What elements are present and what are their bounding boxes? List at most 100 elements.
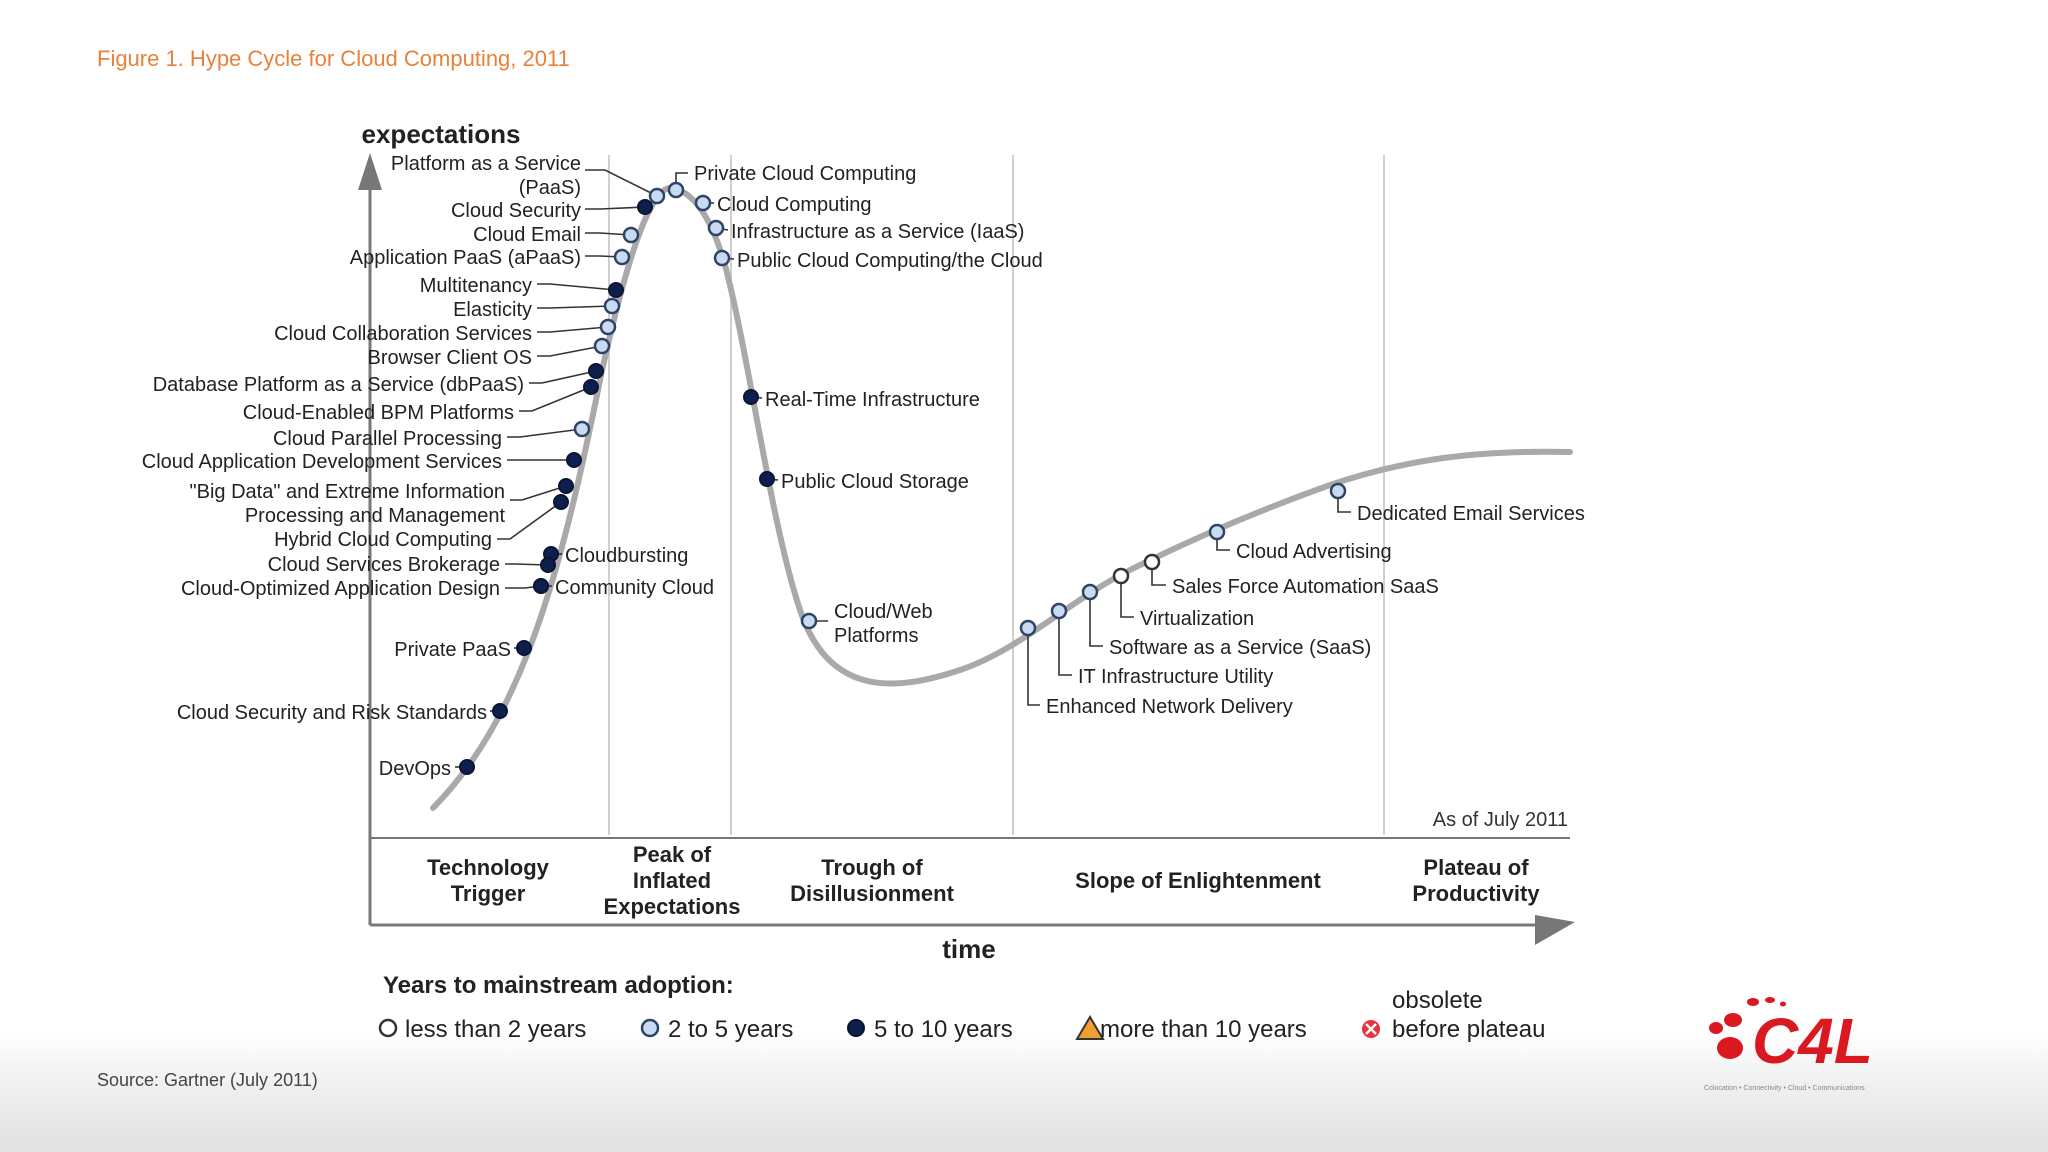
technology-dot [566, 452, 582, 468]
technology-marker: Cloud Computing [694, 194, 872, 216]
technology-label: Elasticity [453, 299, 532, 321]
leader-line [505, 563, 549, 566]
technology-label: Cloud-Optimized Application Design [181, 578, 500, 600]
technology-dot [713, 249, 731, 267]
phase-label-slope: Slope of Enlightenment [1075, 868, 1321, 893]
technology-label: Cloud/Web Platforms [834, 601, 933, 647]
leader-line [537, 345, 603, 357]
technology-label: Cloud Security [451, 200, 581, 222]
technology-marker: Platform as a Service (PaaS) [391, 153, 666, 205]
technology-label: Infrastructure as a Service (IaaS) [731, 221, 1024, 243]
technology-label: Private Cloud Computing [694, 163, 916, 185]
legend-obsolete: obsolete [1392, 987, 1483, 1014]
technology-marker: Cloud Email [473, 224, 640, 246]
y-axis-arrow-icon [358, 153, 382, 190]
technology-dot [1050, 602, 1068, 620]
technology-dot [533, 578, 549, 594]
leader-line [1089, 592, 1103, 647]
technology-marker: Cloud Parallel Processing [273, 420, 591, 450]
technology-marker: Sales Force Automation SaaS [1143, 553, 1439, 598]
technology-label: Cloudbursting [565, 545, 688, 567]
leader-line [585, 206, 646, 210]
legend-title: Years to mainstream adoption: [383, 972, 734, 999]
technology-label: Cloud Advertising [1236, 541, 1392, 563]
technology-dot [593, 337, 611, 355]
technology-marker: Enhanced Network Delivery [1019, 619, 1293, 718]
technology-label: Cloud Collaboration Services [274, 323, 532, 345]
technology-label: Cloud Parallel Processing [273, 428, 502, 450]
technology-dot [707, 219, 725, 237]
technology-dot [588, 363, 604, 379]
technology-marker: Virtualization [1112, 567, 1254, 630]
leader-line [519, 386, 592, 412]
technology-label: Sales Force Automation SaaS [1172, 576, 1439, 598]
technology-marker: Public Cloud Computing/the Cloud [713, 249, 1043, 272]
technology-dot [637, 199, 653, 215]
technology-marker: Cloudbursting [543, 545, 688, 567]
c4l-logo: C4L Colocation • Connectivity • Cloud • … [1704, 997, 1873, 1092]
technology-marker: DevOps [379, 758, 475, 780]
legend: Years to mainstream adoption: less than … [378, 972, 1545, 1043]
technology-dot [599, 318, 617, 336]
legend-5-to-10: 5 to 10 years [874, 1016, 1013, 1043]
technology-marker: IT Infrastructure Utility [1050, 602, 1273, 688]
technology-marker: Cloud Security [451, 199, 653, 222]
source-note: Source: Gartner (July 2011) [97, 1070, 318, 1090]
technology-dot [694, 194, 712, 212]
y-axis-label: expectations [362, 119, 521, 149]
leader-line [537, 326, 609, 333]
technology-marker: Infrastructure as a Service (IaaS) [707, 219, 1024, 243]
technology-marker: Database Platform as a Service (dbPaaS) [153, 363, 604, 396]
technology-marker: Application PaaS (aPaaS) [350, 247, 631, 269]
technology-dot [1112, 567, 1130, 585]
technology-dot [743, 389, 759, 405]
leader-line [585, 169, 658, 197]
technology-label: Software as a Service (SaaS) [1109, 637, 1371, 659]
technology-label: "Big Data" and Extreme Information Proces… [190, 481, 506, 527]
as-of-label: As of July 2011 [1433, 809, 1568, 831]
technology-label: Cloud-Enabled BPM Platforms [243, 402, 514, 424]
technology-marker: Cloud Security and Risk Standards [177, 702, 508, 724]
technology-dot [622, 226, 640, 244]
technology-label: Dedicated Email Services [1357, 503, 1585, 525]
technology-label: Cloud Computing [717, 194, 872, 216]
technology-dot [613, 248, 631, 266]
technology-marker: "Big Data" and Extreme Information Proces… [190, 478, 574, 527]
technology-dot [1019, 619, 1037, 637]
obsolete-x-icon [1362, 1020, 1380, 1038]
technology-marker: Private PaaS [394, 639, 532, 661]
technology-label: Browser Client OS [368, 347, 533, 369]
triangle-icon [1075, 1015, 1105, 1040]
leader-line [537, 283, 617, 291]
technology-dot [573, 420, 591, 438]
technology-marker: Cloud/Web Platforms [800, 601, 933, 647]
phase-label-trough: Trough of Disillusionment [790, 855, 954, 906]
x-axis-arrow-icon [1535, 915, 1575, 945]
technology-marker: Software as a Service (SaaS) [1081, 583, 1371, 659]
technology-label: Hybrid Cloud Computing [274, 529, 492, 551]
technology-dot [759, 471, 775, 487]
technology-marker: Cloud Services Brokerage [268, 554, 556, 576]
technology-marker: Community Cloud [533, 577, 714, 599]
technology-dot [603, 297, 621, 315]
phase-labels: Technology Trigger Peak of Inflated Expectat… [427, 842, 1540, 919]
technology-dot [516, 640, 532, 656]
technology-dot [800, 612, 818, 630]
technology-marker: Dedicated Email Services [1329, 482, 1585, 525]
technology-dot [553, 494, 569, 510]
technology-dot [459, 759, 475, 775]
technology-dot [1329, 482, 1347, 500]
legend-less-than-2: less than 2 years [405, 1016, 586, 1043]
leader-line [507, 428, 583, 438]
technology-marker: Cloud Advertising [1208, 523, 1392, 563]
technology-marker: Private Cloud Computing [667, 163, 916, 199]
leader-line [529, 370, 597, 384]
technology-label: Cloud Email [473, 224, 581, 246]
technology-marker: Browser Client OS [368, 337, 611, 369]
leader-line [537, 305, 613, 309]
logo-tagline: Colocation • Connectivity • Cloud • Comm… [1704, 1085, 1865, 1092]
technology-dot [1143, 553, 1161, 571]
technology-label: Cloud Application Development Services [142, 451, 502, 473]
